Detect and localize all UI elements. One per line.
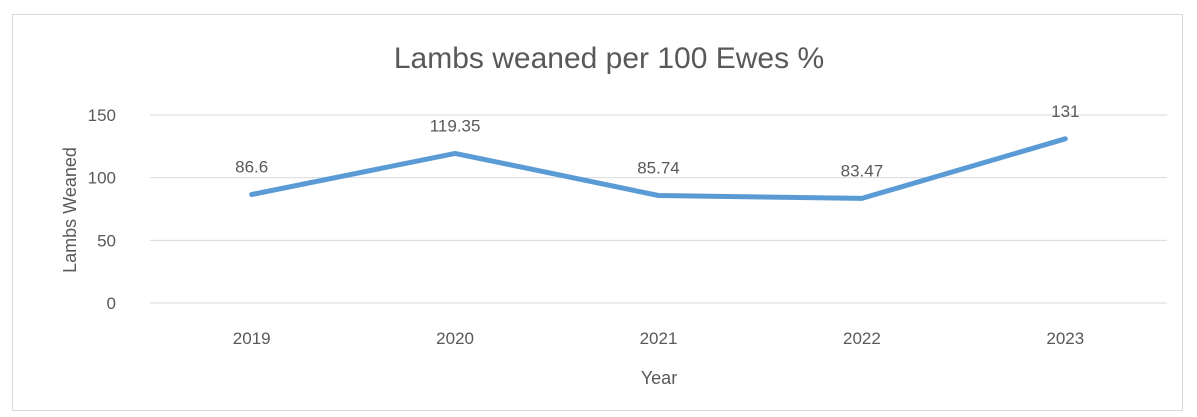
x-tick-label: 2022 (843, 329, 881, 348)
chart-title: Lambs weaned per 100 Ewes % (394, 42, 824, 75)
x-tick-label: 2020 (436, 329, 474, 348)
data-labels: 86.6 119.35 85.74 83.47 131 (235, 102, 1079, 181)
data-label: 85.74 (637, 159, 680, 178)
y-axis-ticks: 0 50 100 150 (88, 106, 116, 313)
x-axis-title: Year (641, 368, 677, 388)
gridlines (150, 114, 1167, 304)
x-tick-label: 2023 (1046, 329, 1084, 348)
y-tick-label: 100 (88, 169, 116, 188)
chart-area (12, 14, 1183, 411)
x-axis-ticks: 2019 2020 2021 2022 2023 (233, 329, 1084, 348)
y-axis-title: Lambs Weaned (60, 147, 80, 273)
x-tick-label: 2019 (233, 329, 271, 348)
y-tick-label: 50 (97, 231, 116, 250)
data-label: 131 (1051, 102, 1079, 121)
y-tick-label: 0 (107, 294, 116, 313)
data-label: 86.6 (235, 157, 268, 176)
data-label: 119.35 (430, 116, 481, 135)
data-label: 83.47 (841, 161, 884, 180)
series-line (249, 136, 1068, 201)
y-tick-label: 150 (88, 106, 116, 125)
x-tick-label: 2021 (640, 329, 678, 348)
